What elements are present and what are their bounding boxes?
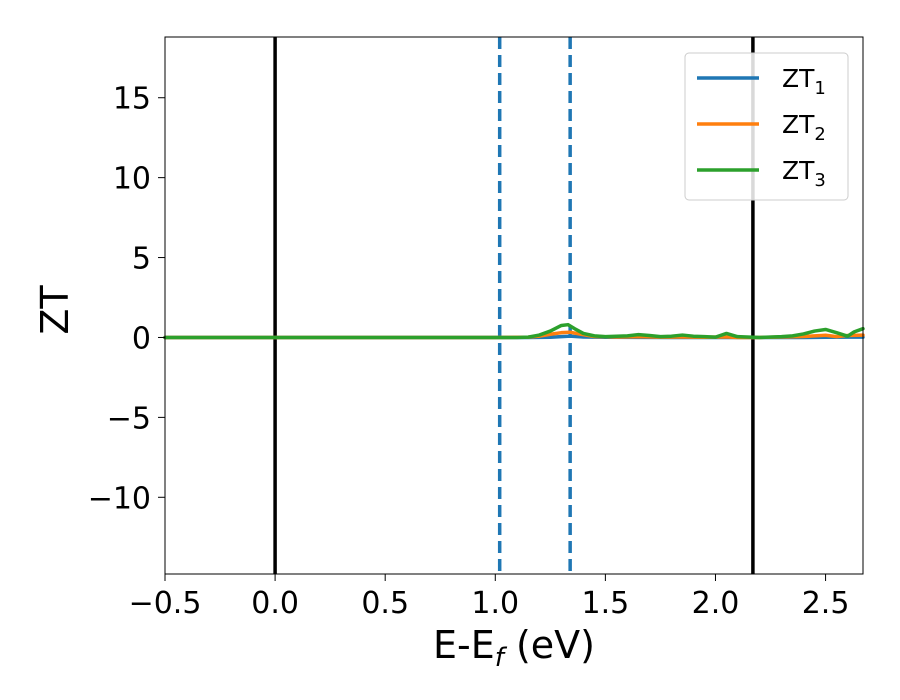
series-lines [163, 322, 865, 340]
x-axis-label-unit: (eV) [504, 623, 595, 667]
x-axis-label: E-Ef (eV) [433, 623, 595, 673]
y-tick-label: −5 [107, 401, 151, 436]
x-axis-label-main: E-E [433, 623, 495, 667]
legend-box [684, 52, 849, 201]
y-tick-label: 5 [132, 242, 151, 277]
x-tick-label: −0.5 [129, 586, 202, 621]
y-axis-label: ZT [33, 285, 77, 335]
legend-label-zt2: ZT2 [782, 110, 826, 145]
y-tick-label: 0 [132, 321, 151, 356]
x-tick-label: 0.5 [361, 586, 409, 621]
legend-label-zt3: ZT3 [782, 156, 826, 191]
legend: ZT1 ZT2 ZT3 [684, 52, 849, 201]
x-tick-label: 0.0 [251, 586, 299, 621]
x-axis-ticks: −0.5 0.0 0.5 1.0 1.5 2.0 2.5 [129, 574, 850, 621]
y-axis-ticks: −10 −5 0 5 10 15 [88, 82, 165, 516]
series-line-zt3 [163, 322, 865, 340]
legend-label-zt1: ZT1 [782, 64, 826, 99]
y-tick-label: 10 [113, 162, 151, 197]
plot-frame [164, 36, 864, 575]
x-tick-label: 2.0 [692, 586, 740, 621]
x-tick-label: 2.5 [802, 586, 850, 621]
x-tick-label: 1.0 [471, 586, 519, 621]
y-tick-label: −10 [88, 481, 151, 516]
x-tick-label: 1.5 [582, 586, 630, 621]
y-tick-label: 15 [113, 82, 151, 117]
